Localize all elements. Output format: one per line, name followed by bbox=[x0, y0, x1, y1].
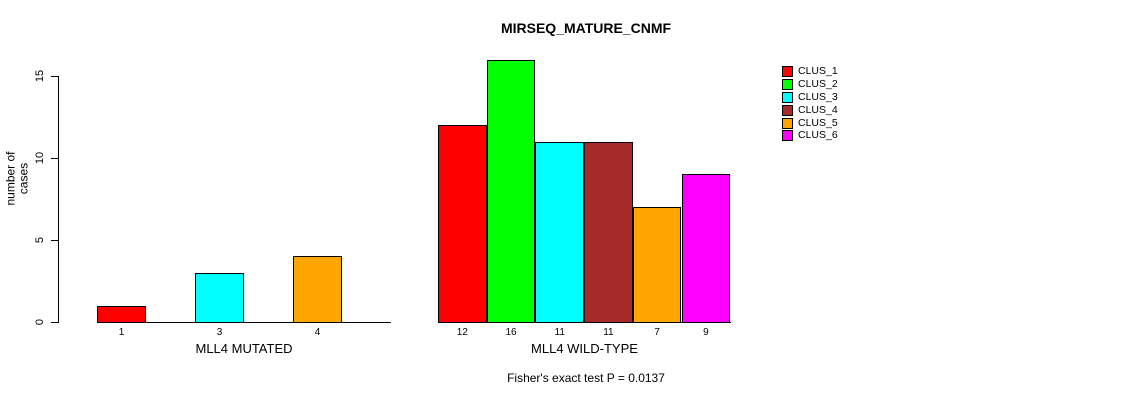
bar-count-label-clus-6-group2: 9 bbox=[703, 327, 709, 338]
legend-item-clus-2: CLUS_2 bbox=[782, 78, 838, 91]
bar-clus-5-group1 bbox=[293, 256, 342, 323]
legend-label-clus-5: CLUS_5 bbox=[798, 116, 838, 129]
chart-title: MIRSEQ_MATURE_CNMF bbox=[500, 20, 672, 36]
legend-item-clus-6: CLUS_6 bbox=[782, 129, 838, 142]
legend-swatch-clus-4 bbox=[782, 104, 793, 116]
bar-clus-5-group2 bbox=[632, 207, 682, 323]
legend-label-clus-1: CLUS_1 bbox=[798, 64, 838, 77]
legend: CLUS_1 CLUS_2 CLUS_3 CLUS_4 CLUS_5 CLUS_6 bbox=[782, 65, 838, 142]
group-label-mll4-wild-type: MLL4 WILD-TYPE bbox=[531, 341, 638, 356]
legend-item-clus-4: CLUS_4 bbox=[782, 104, 838, 117]
y-tick-mark-15 bbox=[51, 76, 59, 77]
bar-clus-2-group2 bbox=[486, 59, 536, 323]
bar-count-label-clus-1-group2: 12 bbox=[456, 327, 468, 338]
bar-clus-4-group2 bbox=[584, 141, 633, 323]
bar-count-label-clus-3-group1: 3 bbox=[216, 327, 223, 338]
bar-clus-6-group2 bbox=[681, 174, 731, 323]
fisher-test-annotation: Fisher's exact test P = 0.0137 bbox=[507, 371, 665, 385]
legend-swatch-clus-1 bbox=[782, 65, 793, 77]
bar-count-label-clus-2-group2: 16 bbox=[505, 327, 517, 338]
y-axis-line bbox=[58, 76, 59, 323]
bar-clus-3-group1 bbox=[195, 272, 244, 323]
legend-item-clus-3: CLUS_3 bbox=[782, 91, 838, 104]
bar-count-label-clus-4-group2: 11 bbox=[603, 327, 614, 338]
bar-count-label-clus-5-group2: 7 bbox=[654, 327, 660, 338]
legend-item-clus-5: CLUS_5 bbox=[782, 117, 838, 130]
legend-label-clus-4: CLUS_4 bbox=[798, 103, 838, 116]
bar-count-label-clus-1-group1: 1 bbox=[118, 327, 125, 338]
bar-count-label-clus-3-group2: 11 bbox=[554, 327, 565, 338]
bar-count-label-clus-5-group1: 4 bbox=[314, 327, 321, 338]
legend-label-clus-3: CLUS_3 bbox=[798, 90, 838, 103]
y-tick-mark-10 bbox=[51, 158, 59, 159]
legend-swatch-clus-5 bbox=[782, 117, 793, 129]
y-tick-mark-0 bbox=[51, 322, 59, 323]
legend-label-clus-6: CLUS_6 bbox=[798, 129, 838, 142]
bar-clus-1-group2 bbox=[438, 125, 487, 323]
legend-item-clus-1: CLUS_1 bbox=[782, 65, 838, 78]
bar-clus-3-group2 bbox=[535, 141, 585, 323]
legend-swatch-clus-6 bbox=[782, 130, 793, 142]
bar-clus-1-group1 bbox=[97, 305, 146, 323]
y-tick-mark-5 bbox=[51, 240, 59, 241]
legend-swatch-clus-2 bbox=[782, 78, 793, 90]
x-axis-baseline-mutated bbox=[97, 322, 391, 323]
legend-label-clus-2: CLUS_2 bbox=[798, 77, 838, 90]
group-label-mll4-mutated: MLL4 MUTATED bbox=[195, 341, 293, 356]
legend-swatch-clus-3 bbox=[782, 91, 793, 103]
